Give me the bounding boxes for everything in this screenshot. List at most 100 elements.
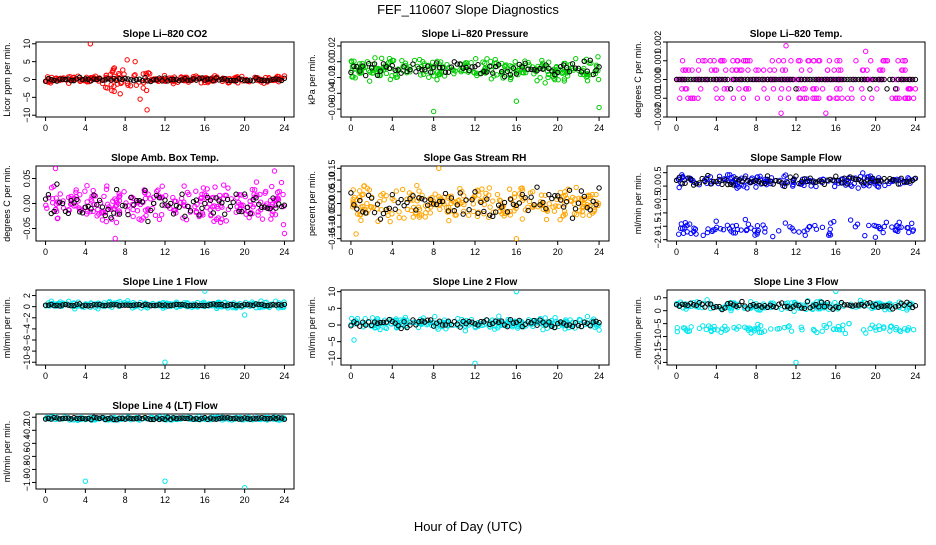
y-tick-label: 2 bbox=[22, 293, 32, 298]
data-point bbox=[219, 216, 225, 222]
mean-point bbox=[750, 178, 757, 185]
mean-point bbox=[892, 178, 899, 184]
x-tick-label: 16 bbox=[831, 371, 841, 381]
mean-point bbox=[889, 177, 896, 183]
mean-point bbox=[827, 176, 833, 183]
mean-point bbox=[739, 76, 745, 83]
mean-point bbox=[504, 323, 511, 330]
mean-point bbox=[478, 199, 484, 206]
data-point bbox=[831, 326, 837, 332]
mean-point bbox=[256, 76, 262, 83]
mean-point bbox=[230, 77, 236, 84]
data-point bbox=[896, 327, 903, 333]
y-tick-label: −4 bbox=[22, 324, 32, 334]
mean-point bbox=[383, 64, 390, 70]
data-point bbox=[253, 179, 260, 185]
mean-point bbox=[416, 195, 422, 201]
data-point bbox=[844, 95, 851, 101]
mean-point bbox=[199, 415, 205, 421]
y-tick-label: 5 bbox=[22, 59, 32, 64]
data-point bbox=[481, 211, 487, 217]
x-tick-label: 0 bbox=[674, 123, 679, 133]
data-point bbox=[364, 200, 370, 207]
data-point bbox=[685, 95, 691, 101]
mean-point bbox=[590, 71, 596, 78]
mean-point bbox=[74, 415, 80, 422]
mean-point bbox=[68, 77, 74, 84]
mean-point bbox=[540, 199, 546, 206]
data-point bbox=[827, 226, 833, 232]
mean-point bbox=[119, 202, 126, 209]
outlier-point bbox=[833, 290, 839, 294]
mean-point bbox=[102, 302, 108, 309]
data-point bbox=[724, 326, 730, 332]
mean-point bbox=[159, 415, 165, 422]
mean-point bbox=[360, 63, 366, 69]
mean-point bbox=[207, 197, 214, 203]
figure-xlabel: Hour of Day (UTC) bbox=[414, 519, 522, 534]
mean-point bbox=[824, 76, 830, 83]
mean-point bbox=[233, 415, 239, 421]
mean-point bbox=[807, 175, 813, 181]
data-point bbox=[366, 78, 373, 84]
data-point bbox=[254, 192, 260, 198]
mean-point bbox=[165, 78, 171, 84]
mean-point bbox=[498, 204, 505, 210]
data-point bbox=[895, 58, 901, 64]
mean-point bbox=[136, 76, 143, 82]
data-point bbox=[441, 73, 448, 79]
data-point bbox=[368, 204, 375, 210]
mean-point bbox=[139, 199, 145, 205]
data-point bbox=[802, 86, 808, 92]
mean-point bbox=[54, 415, 60, 421]
mean-point bbox=[784, 180, 791, 186]
mean-point bbox=[224, 302, 231, 308]
data-point bbox=[755, 321, 761, 328]
mean-point bbox=[801, 305, 808, 312]
mean-point bbox=[543, 62, 549, 68]
mean-point bbox=[145, 302, 151, 308]
mean-point bbox=[566, 322, 573, 328]
data-point bbox=[842, 330, 848, 337]
data-point bbox=[737, 67, 743, 73]
mean-point bbox=[466, 318, 472, 325]
mean-point bbox=[739, 298, 745, 305]
panel-points bbox=[42, 290, 288, 365]
mean-point bbox=[395, 322, 401, 329]
mean-point bbox=[552, 193, 558, 199]
data-point bbox=[676, 184, 682, 191]
mean-point bbox=[377, 319, 384, 326]
mean-point bbox=[253, 416, 259, 422]
data-point bbox=[593, 191, 599, 198]
y-tick-label: −10 bbox=[653, 329, 663, 344]
mean-point bbox=[51, 77, 57, 84]
data-point bbox=[178, 199, 184, 206]
data-point bbox=[383, 70, 390, 77]
mean-point bbox=[756, 76, 762, 83]
data-point bbox=[680, 67, 686, 73]
data-point bbox=[543, 216, 550, 223]
data-point bbox=[211, 203, 217, 209]
panel-6: Slope Sample Flow 0 4 8 12 16 20 24 −2.0−1.5−1.0… bbox=[633, 153, 926, 257]
data-point bbox=[695, 58, 702, 64]
mean-point bbox=[239, 303, 245, 309]
data-point bbox=[831, 67, 837, 73]
y-tick-label: −5 bbox=[22, 92, 32, 102]
mean-point bbox=[85, 76, 91, 82]
data-point bbox=[350, 73, 356, 80]
mean-point bbox=[57, 199, 63, 205]
data-point bbox=[378, 192, 384, 198]
mean-point bbox=[460, 211, 466, 217]
data-point bbox=[538, 192, 545, 198]
mean-point bbox=[847, 302, 853, 309]
outlier-point bbox=[472, 360, 478, 365]
x-tick-label: 0 bbox=[43, 247, 48, 257]
mean-point bbox=[142, 74, 148, 81]
x-tick-label: 8 bbox=[754, 371, 759, 381]
mean-point bbox=[236, 302, 242, 308]
mean-point bbox=[844, 76, 850, 83]
data-point bbox=[696, 325, 703, 332]
data-point bbox=[803, 95, 810, 101]
mean-point bbox=[534, 184, 540, 190]
data-point bbox=[853, 58, 859, 64]
